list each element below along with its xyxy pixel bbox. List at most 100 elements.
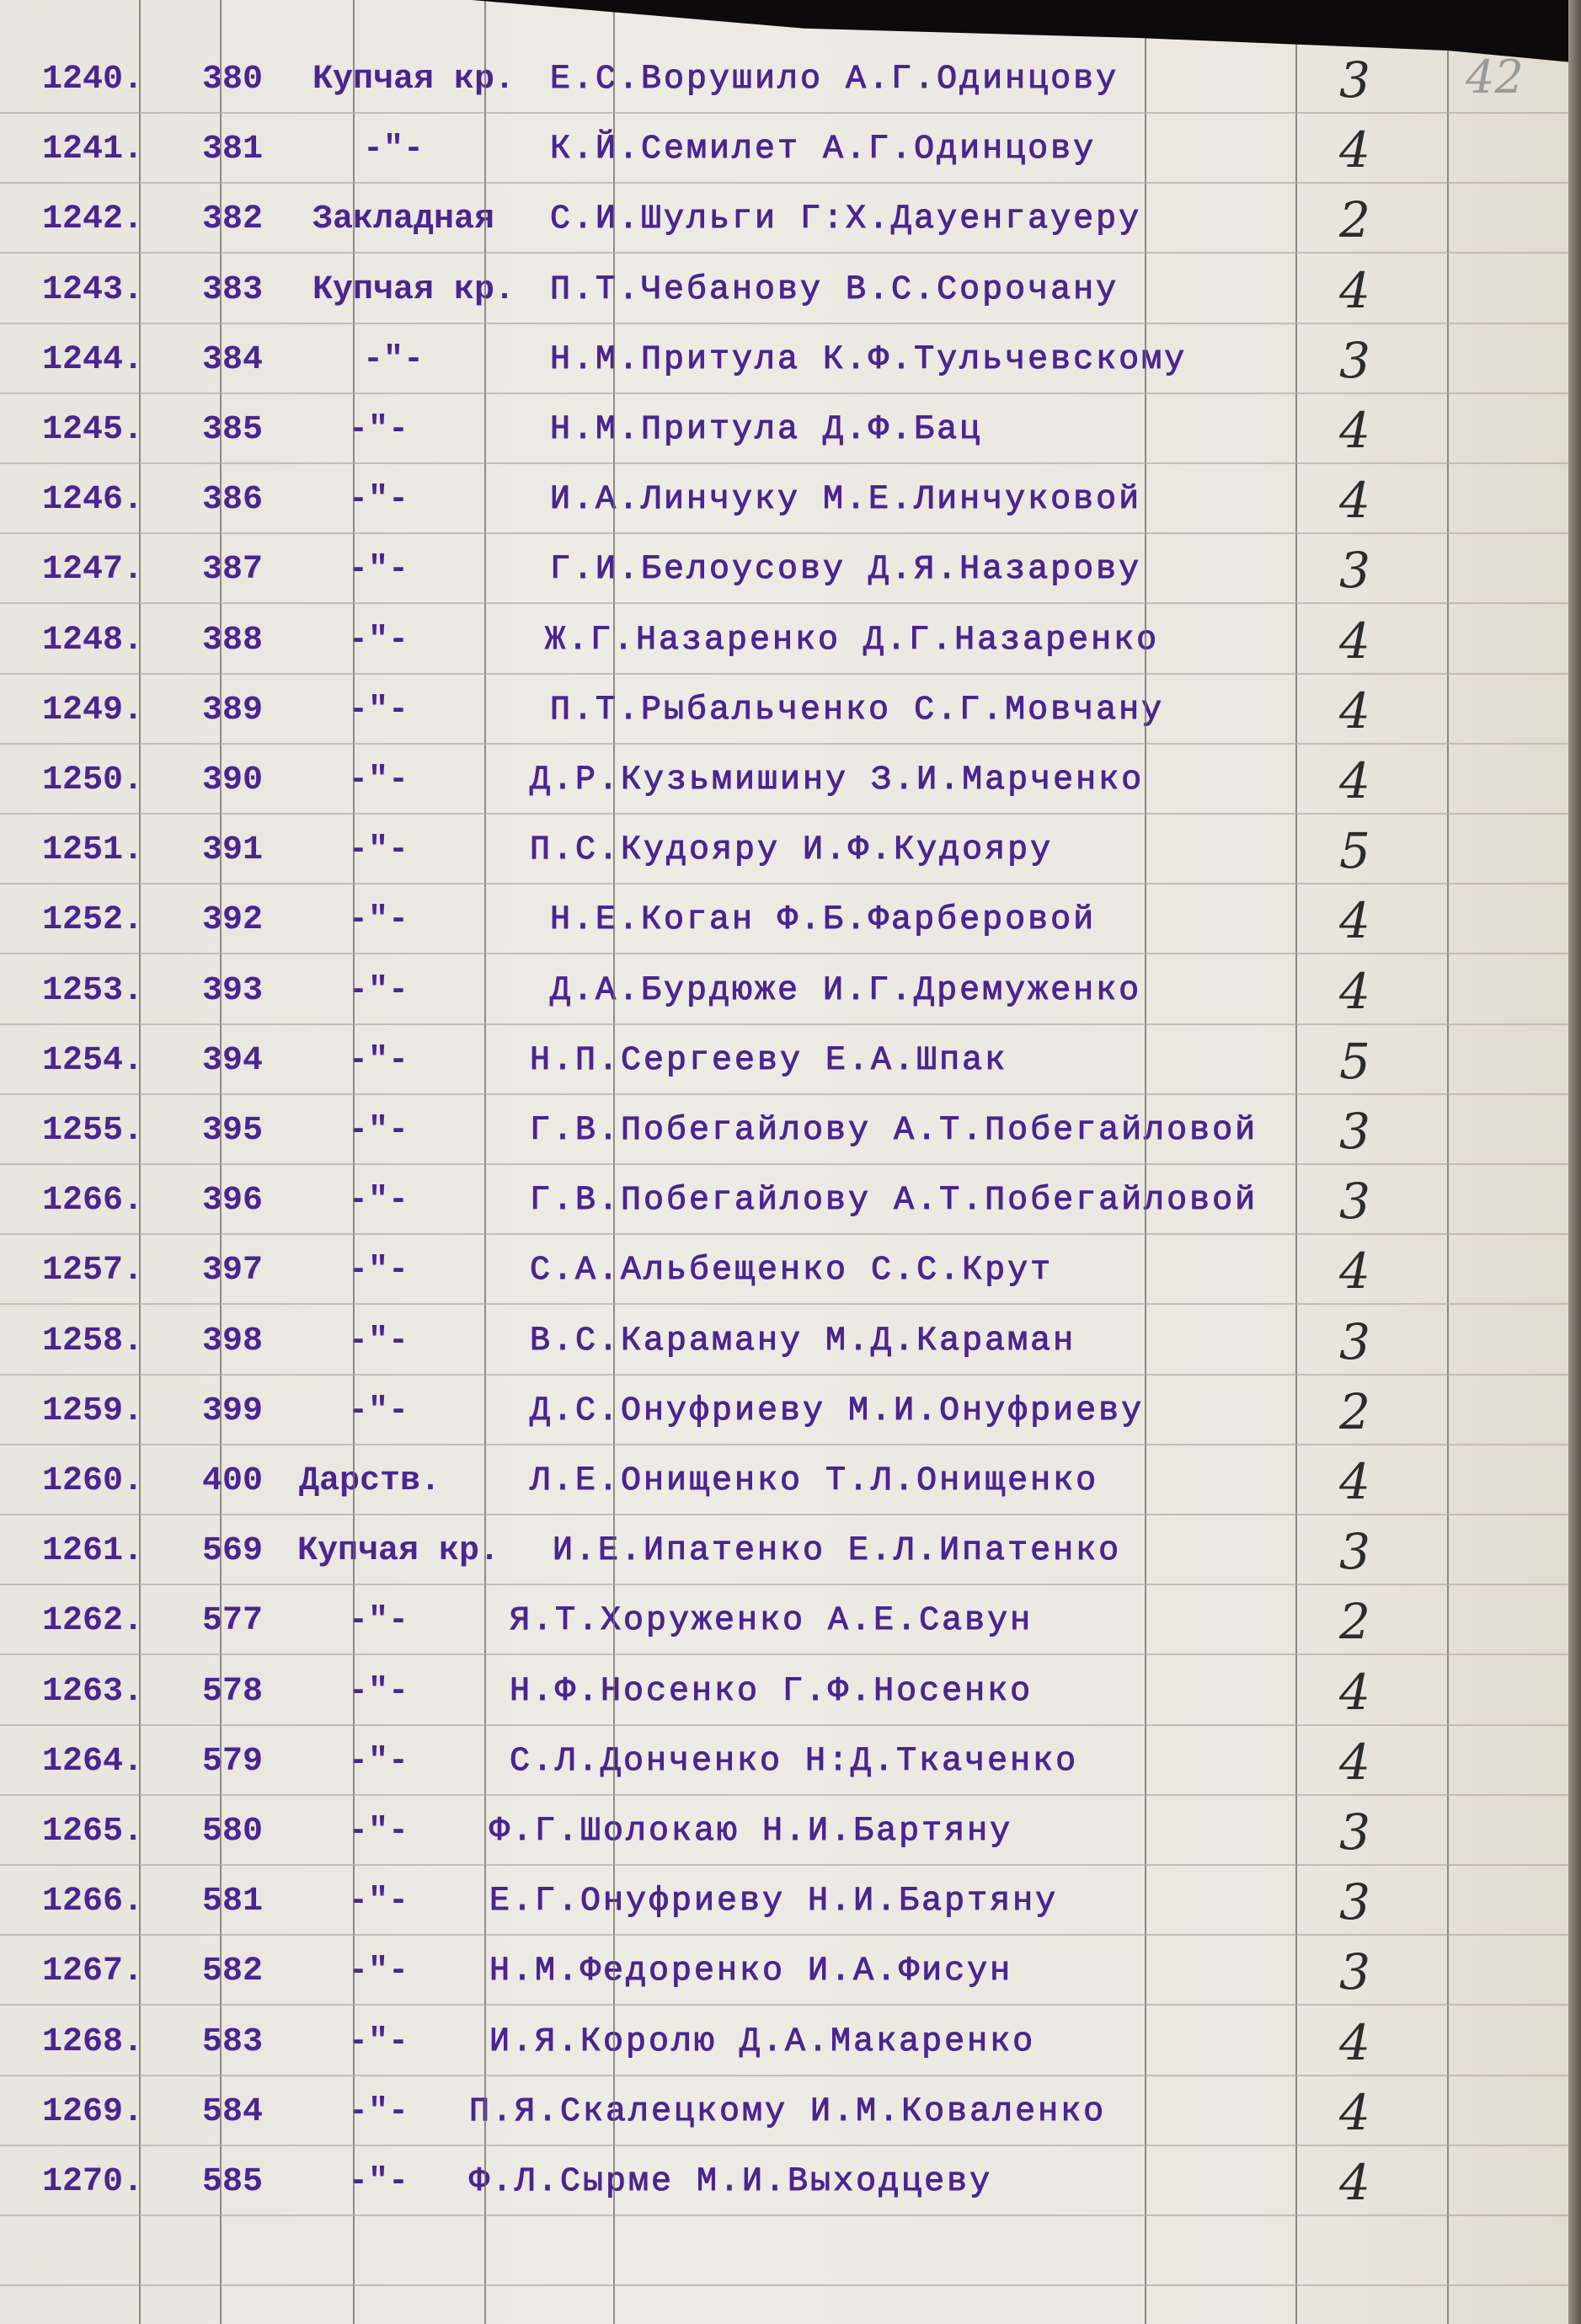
column-rule	[353, 0, 355, 2324]
registry-number: 380	[202, 61, 264, 99]
row-rule	[0, 182, 1568, 184]
row-rule	[0, 1723, 1568, 1726]
entry-number: 1270.	[42, 2163, 144, 2201]
column-rule	[220, 0, 222, 2324]
row-rule	[0, 112, 1568, 114]
page-count: 4	[1339, 2154, 1370, 2211]
registry-number: 391	[202, 831, 264, 870]
registry-number: 399	[202, 1392, 264, 1430]
registry-number: 394	[202, 1041, 264, 1080]
registry-number: 569	[202, 1532, 264, 1571]
registry-number: 390	[202, 761, 264, 799]
document-type: -"-	[348, 1041, 409, 1080]
row-rule	[0, 1514, 1568, 1515]
document-type: -"-	[348, 1182, 409, 1221]
row-rule	[0, 602, 1568, 605]
registry-number: 387	[202, 551, 264, 590]
page-count: 4	[1339, 472, 1370, 530]
row-rule	[0, 1654, 1568, 1656]
entry-number: 1264.	[42, 1742, 144, 1781]
document-type: -"-	[348, 2022, 409, 2061]
document-type: Дарств.	[299, 1462, 441, 1500]
entry-number: 1244.	[42, 340, 144, 379]
entry-number: 1248.	[42, 621, 144, 660]
entry-number: 1258.	[42, 1322, 144, 1360]
column-rule	[139, 0, 141, 2324]
document-type: Купчая кр.	[312, 61, 515, 99]
entry-number: 1241.	[42, 131, 144, 169]
party-names: Д.Р.Кузьмишину З.И.Марченко	[529, 761, 1145, 799]
entry-number: 1245.	[42, 411, 144, 449]
entry-number: 1247.	[42, 551, 144, 590]
registry-number: 389	[202, 691, 264, 729]
registry-number: 385	[202, 411, 264, 449]
document-type: -"-	[348, 1883, 409, 1921]
row-rule	[0, 1093, 1568, 1095]
registry-number: 400	[202, 1462, 264, 1500]
row-rule	[0, 1023, 1568, 1025]
page-count: 3	[1339, 1173, 1370, 1231]
party-names: Е.Г.Онуфриеву Н.И.Бартяну	[489, 1883, 1059, 1921]
column-rule	[484, 0, 486, 2324]
party-names: П.Т.Рыбальченко С.Г.Мовчану	[549, 691, 1165, 729]
row-rule	[0, 2214, 1568, 2216]
document-type: -"-	[363, 131, 425, 169]
document-type: -"-	[348, 1322, 409, 1360]
registry-number: 583	[202, 2022, 264, 2061]
page-count: 3	[1339, 542, 1370, 600]
registry-number: 384	[202, 340, 264, 379]
row-rule	[0, 883, 1568, 885]
party-names: И.Я.Королю Д.А.Макаренко	[489, 2022, 1036, 2061]
party-names: И.А.Линчуку М.Е.Линчуковой	[549, 481, 1142, 520]
document-type: Закладная	[312, 200, 495, 239]
party-names: Н.Е.Коган Ф.Б.Фарберовой	[549, 901, 1097, 940]
row-rule	[0, 2284, 1568, 2287]
registry-number: 398	[202, 1322, 264, 1360]
registry-number: 582	[202, 1953, 264, 1991]
document-type: -"-	[348, 1252, 409, 1290]
entry-number: 1252.	[42, 901, 144, 940]
row-rule	[0, 1934, 1568, 1937]
party-names: Ф.Л.Сырме М.И.Выходцеву	[468, 2163, 993, 2201]
entry-number: 1261.	[42, 1532, 144, 1571]
entry-number: 1246.	[42, 481, 144, 520]
entry-number: 1257.	[42, 1252, 144, 1290]
registry-number: 577	[202, 1602, 264, 1641]
registry-number: 578	[202, 1672, 264, 1711]
page-count: 3	[1339, 1103, 1370, 1160]
page-count: 4	[1339, 1242, 1370, 1301]
document-type: -"-	[348, 971, 409, 1010]
document-type: Купчая кр.	[297, 1532, 500, 1571]
entry-number: 1242.	[42, 200, 144, 239]
entry-number: 1249.	[42, 691, 144, 729]
document-type: -"-	[348, 481, 409, 520]
page-count: 4	[1339, 1733, 1370, 1791]
page-count: 2	[1339, 191, 1370, 249]
registry-number: 386	[202, 481, 264, 520]
document-type: -"-	[348, 1813, 409, 1851]
party-names: Л.Е.Онищенко Т.Л.Онищенко	[529, 1462, 1099, 1500]
page-count: 4	[1339, 1453, 1370, 1510]
entry-number: 1251.	[42, 831, 144, 870]
entry-number: 1262.	[42, 1602, 144, 1641]
registry-number: 383	[202, 270, 264, 309]
entry-number: 1254.	[42, 1041, 144, 1080]
row-rule	[0, 672, 1568, 675]
page-count: 5	[1339, 822, 1370, 880]
page-count: 3	[1339, 1312, 1370, 1370]
row-rule	[0, 1233, 1568, 1236]
document-type: -"-	[348, 1672, 409, 1711]
registry-number: 396	[202, 1182, 264, 1221]
page-number: 42	[1466, 51, 1524, 104]
page-count: 4	[1339, 402, 1370, 459]
row-rule	[0, 2144, 1568, 2146]
registry-number: 392	[202, 901, 264, 940]
party-names: И.Е.Ипатенко Е.Л.Ипатенко	[552, 1532, 1122, 1571]
registry-number: 388	[202, 621, 264, 660]
party-names: Я.Т.Хоруженко А.Е.Савун	[509, 1602, 1034, 1641]
entry-number: 1255.	[42, 1112, 144, 1150]
entry-number: 1263.	[42, 1672, 144, 1711]
party-names: Д.С.Онуфриеву М.И.Онуфриеву	[529, 1392, 1145, 1430]
column-rule	[1447, 0, 1449, 2324]
row-rule	[0, 2004, 1568, 2006]
